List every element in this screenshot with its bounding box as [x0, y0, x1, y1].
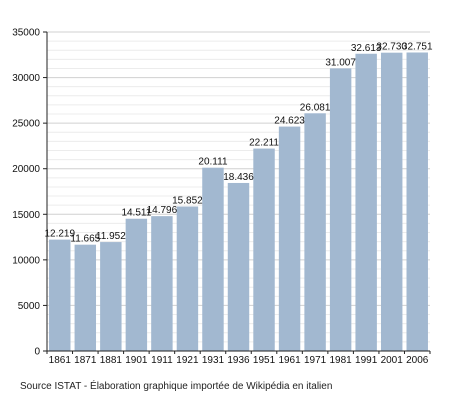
y-tick-label-15000: 15000	[12, 210, 40, 221]
bar-1961	[278, 126, 301, 351]
x-tick-label-1901: 1901	[125, 355, 148, 366]
x-tick-label-1936: 1936	[227, 355, 250, 366]
x-tick-label-1921: 1921	[176, 355, 199, 366]
bar-1911	[151, 216, 173, 351]
bar-1901	[125, 218, 148, 351]
source-caption: Source ISTAT - Élaboration graphique imp…	[20, 381, 333, 392]
x-tick-label-1881: 1881	[100, 355, 123, 366]
data-label-1921: 15.852	[172, 196, 203, 207]
bars	[49, 52, 428, 352]
x-tick-label-2001: 2001	[381, 355, 404, 366]
x-tick-labels: 1861 1871 1881 1901 1911 1921 1931 1936 1951 1961…	[49, 355, 429, 366]
data-label-1911: 14.796	[147, 205, 178, 216]
y-tick-label-10000: 10000	[12, 255, 40, 266]
bar-2001	[380, 52, 403, 352]
bar-1881	[100, 242, 122, 351]
data-label-1901: 14.511	[121, 208, 151, 219]
y-tick-label-20000: 20000	[12, 164, 40, 175]
data-label-1871: 11.665	[70, 234, 100, 245]
y-tick-label-0: 0	[34, 347, 40, 358]
bar-1871	[74, 244, 97, 351]
data-label-1936: 18.436	[223, 172, 254, 183]
y-tick-labels: 0 5000 10000 15000 20000 25000 30000 35000	[12, 28, 40, 358]
data-label-1861: 12.219	[44, 229, 75, 240]
data-label-1951: 22.211	[249, 138, 279, 149]
data-label-1981: 31.007	[325, 57, 356, 68]
y-tick-label-30000: 30000	[12, 73, 40, 84]
x-tick-label-1981: 1981	[330, 355, 353, 366]
data-label-1931: 20.111	[198, 157, 228, 168]
x-tick-label-1911: 1911	[151, 355, 173, 366]
data-label-2006: 32.751	[402, 41, 433, 52]
x-tick-label-1931: 1931	[202, 355, 225, 366]
y-tick-label-35000: 35000	[12, 28, 40, 39]
bar-1921	[176, 206, 199, 351]
bar-1936	[227, 182, 250, 351]
data-label-1991: 32.613	[351, 43, 382, 54]
x-tick-label-1991: 1991	[355, 355, 378, 366]
x-tick-label-1971: 1971	[304, 355, 327, 366]
bar-1951	[253, 148, 275, 351]
y-tick-label-5000: 5000	[18, 301, 41, 312]
bar-2006	[406, 52, 428, 352]
x-tick-label-2006: 2006	[406, 355, 429, 366]
x-tick-label-1871: 1871	[74, 355, 97, 366]
x-tick-label-1961: 1961	[278, 355, 301, 366]
bar-1931	[202, 167, 224, 351]
x-tick-label-1861: 1861	[49, 355, 72, 366]
bar-1981	[329, 68, 352, 351]
bar-1861	[49, 239, 71, 351]
axes	[43, 31, 431, 354]
y-tick-label-25000: 25000	[12, 119, 40, 130]
data-label-1881: 11.952	[96, 231, 126, 242]
data-label-1971: 26.081	[300, 102, 331, 113]
x-tick-label-1951: 1951	[253, 355, 276, 366]
bar-1971	[304, 113, 326, 351]
data-label-1961: 24.623	[274, 116, 305, 127]
data-label-2001: 32.730	[376, 42, 407, 53]
bar-1991	[355, 53, 377, 351]
